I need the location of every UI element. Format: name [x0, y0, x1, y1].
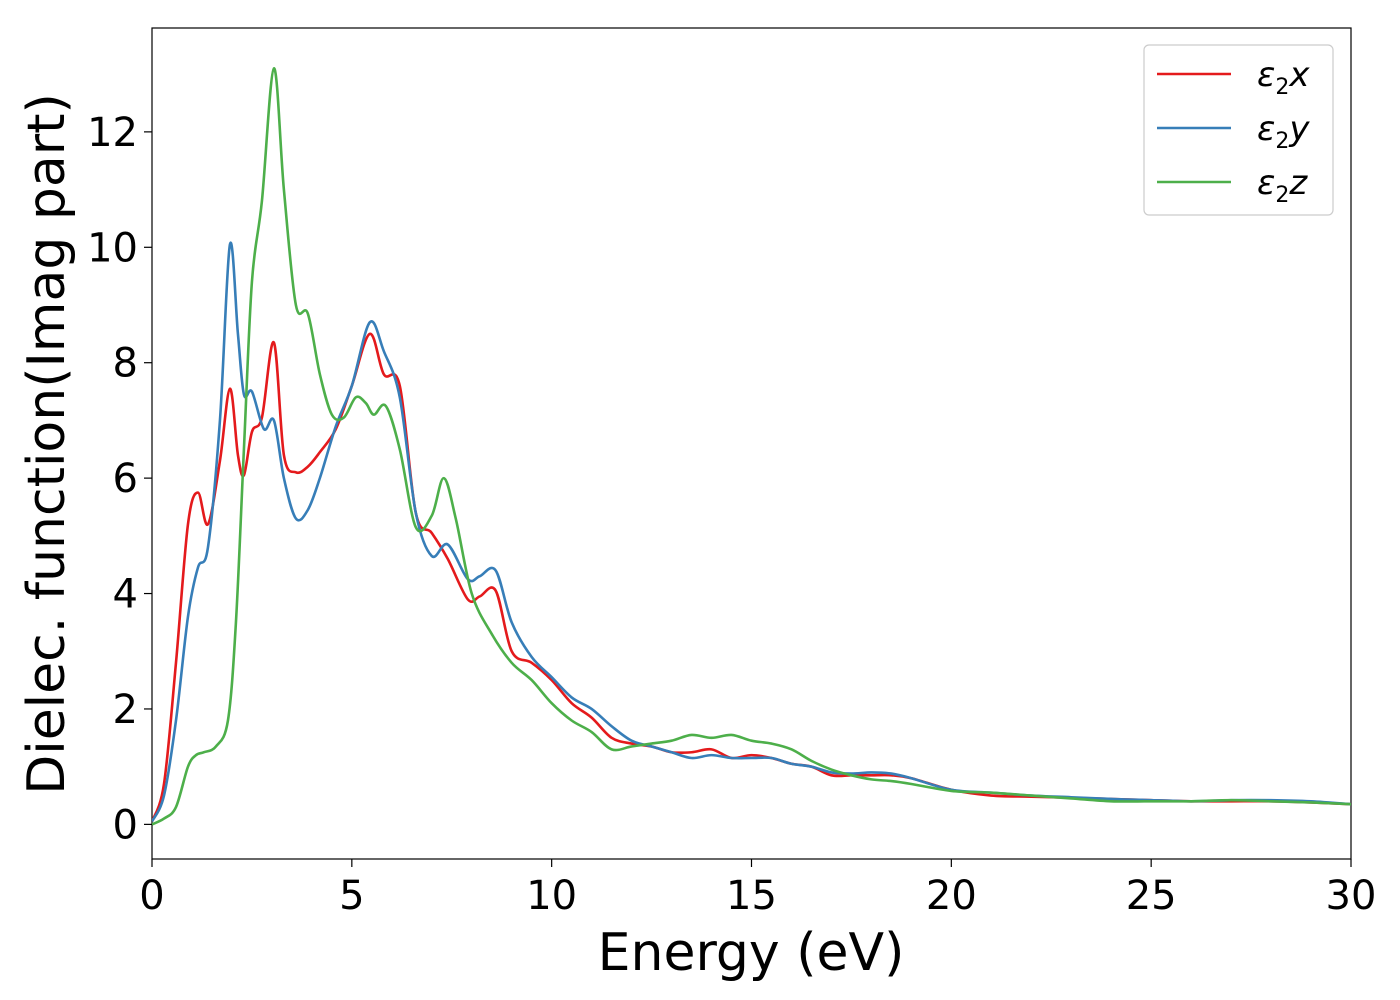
x-tick-label: 5: [339, 873, 364, 919]
x-axis-ticks: 0 5 10 15 20 25 30: [139, 859, 1376, 919]
y-tick-label: 10: [87, 225, 138, 271]
x-tick-label: 30: [1326, 873, 1377, 919]
legend-label: ε2z: [1257, 163, 1308, 208]
y-tick-label: 2: [113, 687, 138, 733]
y-tick-label: 0: [113, 802, 138, 848]
x-tick-label: 10: [526, 873, 577, 919]
legend-box: [1143, 44, 1334, 216]
y-axis-ticks: 0 2 4 6 8 10 12: [87, 110, 152, 848]
series-line-y: [152, 241, 1351, 823]
y-tick-label: 4: [113, 572, 138, 618]
y-tick-label: 12: [87, 110, 138, 156]
x-axis-title: Energy (eV): [598, 923, 905, 983]
legend-item-x: ε2x: [1157, 55, 1310, 100]
series-line-z: [152, 67, 1351, 826]
x-tick-label: 20: [926, 873, 977, 919]
legend-label: ε2y: [1257, 109, 1310, 154]
series-line-x: [152, 332, 1351, 822]
x-tick-label: 25: [1126, 873, 1177, 919]
y-axis-title: Dielec. function(Imag part): [17, 93, 77, 795]
legend-item-y: ε2y: [1157, 109, 1310, 154]
legend-label: ε2x: [1257, 55, 1310, 100]
x-tick-label: 0: [139, 873, 164, 919]
y-tick-label: 8: [113, 341, 138, 387]
series-layer: [152, 67, 1351, 826]
legend: ε2x ε2y ε2z: [1143, 44, 1334, 216]
y-tick-label: 6: [113, 456, 138, 502]
legend-item-z: ε2z: [1157, 163, 1308, 208]
x-tick-label: 15: [726, 873, 777, 919]
